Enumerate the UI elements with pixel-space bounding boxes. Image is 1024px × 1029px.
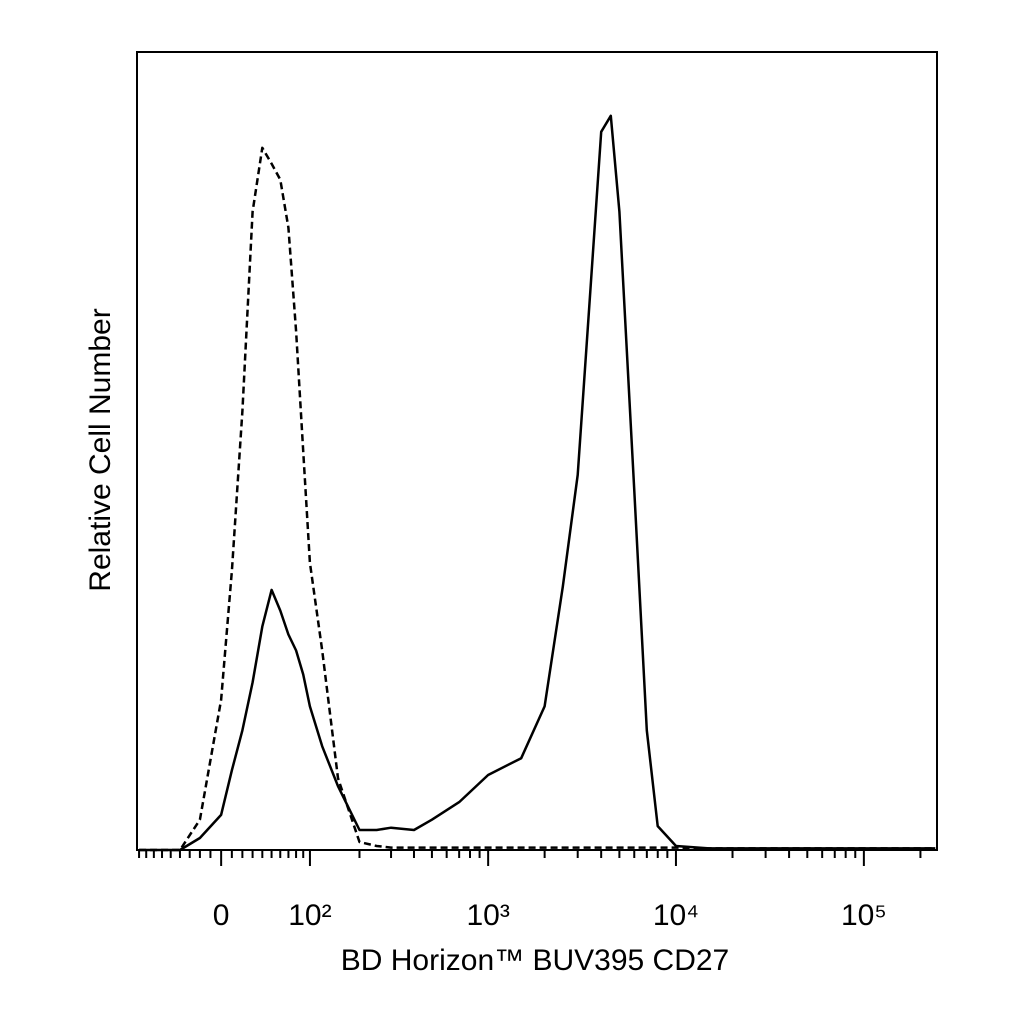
- y-axis-title: Relative Cell Number: [84, 308, 117, 591]
- x-axis-title: BD Horizon™ BUV395 CD27: [341, 944, 730, 977]
- x-tick-label: 10⁵: [841, 899, 887, 932]
- plot-frame: [136, 51, 938, 851]
- histogram-line: [139, 146, 936, 852]
- histogram-line: [139, 114, 936, 852]
- x-tick-label: 10⁴: [653, 899, 699, 932]
- x-tick-label: 10²: [288, 899, 331, 932]
- x-tick-label: 0: [213, 899, 230, 932]
- x-tick-label: 10³: [466, 899, 509, 932]
